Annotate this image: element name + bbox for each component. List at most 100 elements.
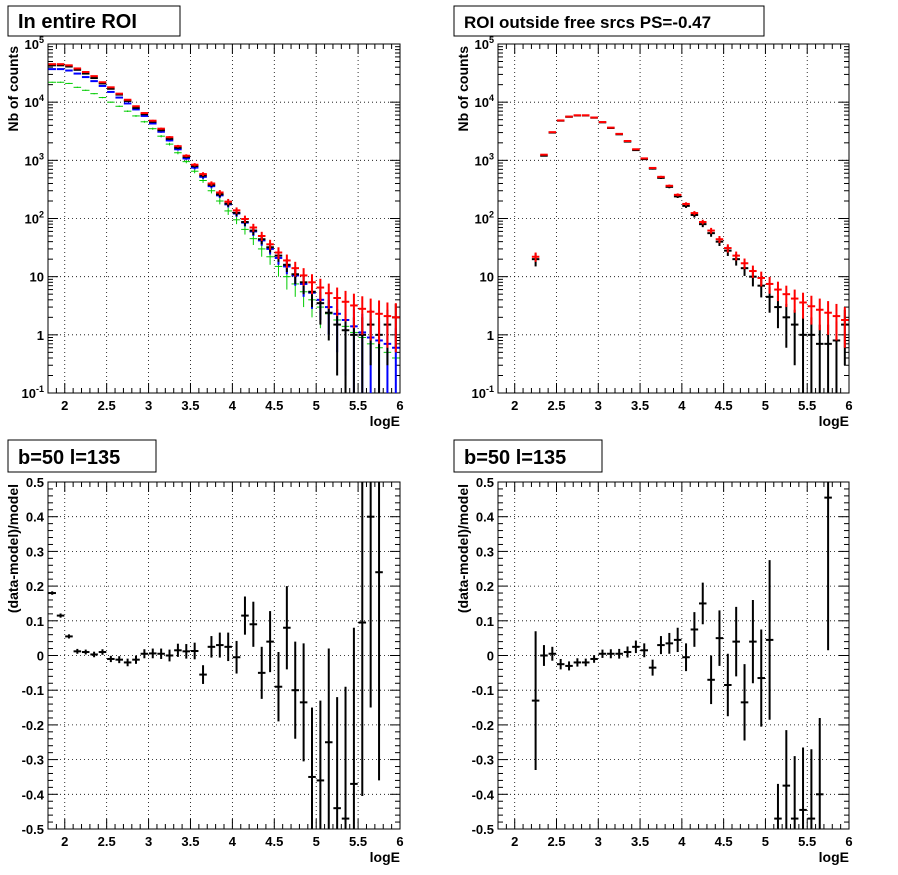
data-point xyxy=(615,132,623,135)
axis-ticks xyxy=(47,44,401,394)
data-point xyxy=(366,482,375,708)
x-tick-label: 3 xyxy=(595,398,602,413)
data-point xyxy=(207,181,216,186)
y-tick-label: -0.5 xyxy=(22,822,44,837)
data-point xyxy=(165,136,174,139)
data-point xyxy=(790,756,799,829)
data-point xyxy=(56,63,65,66)
data-point xyxy=(257,231,266,242)
data-point xyxy=(757,629,766,727)
data-point xyxy=(740,664,749,741)
data-point xyxy=(531,631,540,771)
data-point xyxy=(799,747,807,829)
data-layer xyxy=(48,63,400,393)
x-tick-label: 4.5 xyxy=(265,834,283,849)
data-point xyxy=(565,115,573,118)
title-box xyxy=(453,439,603,473)
grid xyxy=(48,44,400,393)
data-point xyxy=(341,686,350,829)
data-point xyxy=(148,648,157,659)
data-point xyxy=(174,643,182,657)
x-tick-label: 2 xyxy=(61,398,68,413)
y-axis-label: (data-model)/model xyxy=(5,484,21,613)
series-1 xyxy=(531,482,832,829)
data-point xyxy=(241,596,249,635)
data-point xyxy=(807,749,816,829)
y-tick-label: -0.3 xyxy=(472,753,494,768)
data-point xyxy=(249,601,258,647)
data-point xyxy=(308,707,316,829)
data-point xyxy=(73,68,82,71)
data-point xyxy=(157,135,165,138)
y-tick-label: 10 xyxy=(30,270,44,285)
data-point xyxy=(132,106,140,109)
data-point xyxy=(308,274,316,295)
data-point xyxy=(615,648,623,659)
grid xyxy=(48,482,400,829)
data-point xyxy=(299,643,308,762)
data-point xyxy=(241,215,249,223)
chart-panel-3: 2 2.5 3 3.5 4 4.5 5 5.5 6 -0.5 -0.4 -0.3 -0.2 -0.1 0 0.… xyxy=(5,439,404,865)
x-tick-label: 3.5 xyxy=(631,398,649,413)
x-tick-label: 4 xyxy=(229,398,237,413)
data-point xyxy=(782,730,791,829)
data-point xyxy=(590,116,598,119)
data-point xyxy=(350,627,358,829)
data-point xyxy=(140,112,149,115)
data-point xyxy=(657,636,665,655)
x-tick-label: 6 xyxy=(396,834,403,849)
data-point xyxy=(207,188,216,194)
data-point xyxy=(207,636,216,658)
data-point xyxy=(107,101,115,103)
data-point xyxy=(182,160,191,164)
y-tick-label: -0.3 xyxy=(22,753,44,768)
data-point xyxy=(707,227,715,234)
x-axis-label: logE xyxy=(370,413,400,429)
y-tick-label: 0.3 xyxy=(476,544,494,559)
data-point xyxy=(283,586,291,670)
data-point xyxy=(232,216,241,225)
data-point xyxy=(565,661,573,671)
y-tick-label: 0.5 xyxy=(476,475,494,490)
data-point xyxy=(90,651,98,658)
data-point xyxy=(73,648,82,654)
data-point xyxy=(540,645,548,666)
data-point xyxy=(682,643,690,672)
data-point xyxy=(531,252,540,262)
y-tick-label: 104 xyxy=(475,93,494,110)
grid xyxy=(498,482,849,829)
y-tick-label: 0.3 xyxy=(26,544,44,559)
x-tick-label: 3 xyxy=(595,834,602,849)
y-tick-label: -0.5 xyxy=(472,822,494,837)
data-point xyxy=(799,292,807,319)
data-point xyxy=(65,69,73,72)
data-point xyxy=(190,642,199,660)
data-point xyxy=(81,89,90,91)
data-point xyxy=(48,63,56,66)
x-tick-label: 5 xyxy=(762,834,769,849)
data-point xyxy=(607,649,615,659)
chart-panel-1: 2 2.5 3 3.5 4 4.5 5 5.5 6 10-1 1 10 102 103 104 105 logE… xyxy=(5,5,404,429)
y-tick-label: -0.1 xyxy=(472,683,494,698)
data-point xyxy=(216,190,224,196)
x-tick-label: 3 xyxy=(145,834,152,849)
data-point xyxy=(224,207,232,215)
data-point xyxy=(140,649,149,659)
data-point xyxy=(749,265,757,278)
data-point xyxy=(98,81,107,84)
data-point xyxy=(241,225,249,235)
data-point xyxy=(48,81,56,83)
data-point xyxy=(90,77,98,80)
grid xyxy=(498,44,849,393)
data-point xyxy=(98,96,107,99)
data-point xyxy=(724,244,732,253)
data-point xyxy=(333,287,341,317)
data-point xyxy=(690,211,699,216)
data-point xyxy=(132,655,140,664)
data-point xyxy=(224,198,232,205)
data-point xyxy=(682,202,690,206)
data-layer xyxy=(531,482,832,829)
x-tick-label: 5 xyxy=(762,398,769,413)
data-point xyxy=(232,640,241,674)
y-tick-label: 0 xyxy=(37,649,44,664)
